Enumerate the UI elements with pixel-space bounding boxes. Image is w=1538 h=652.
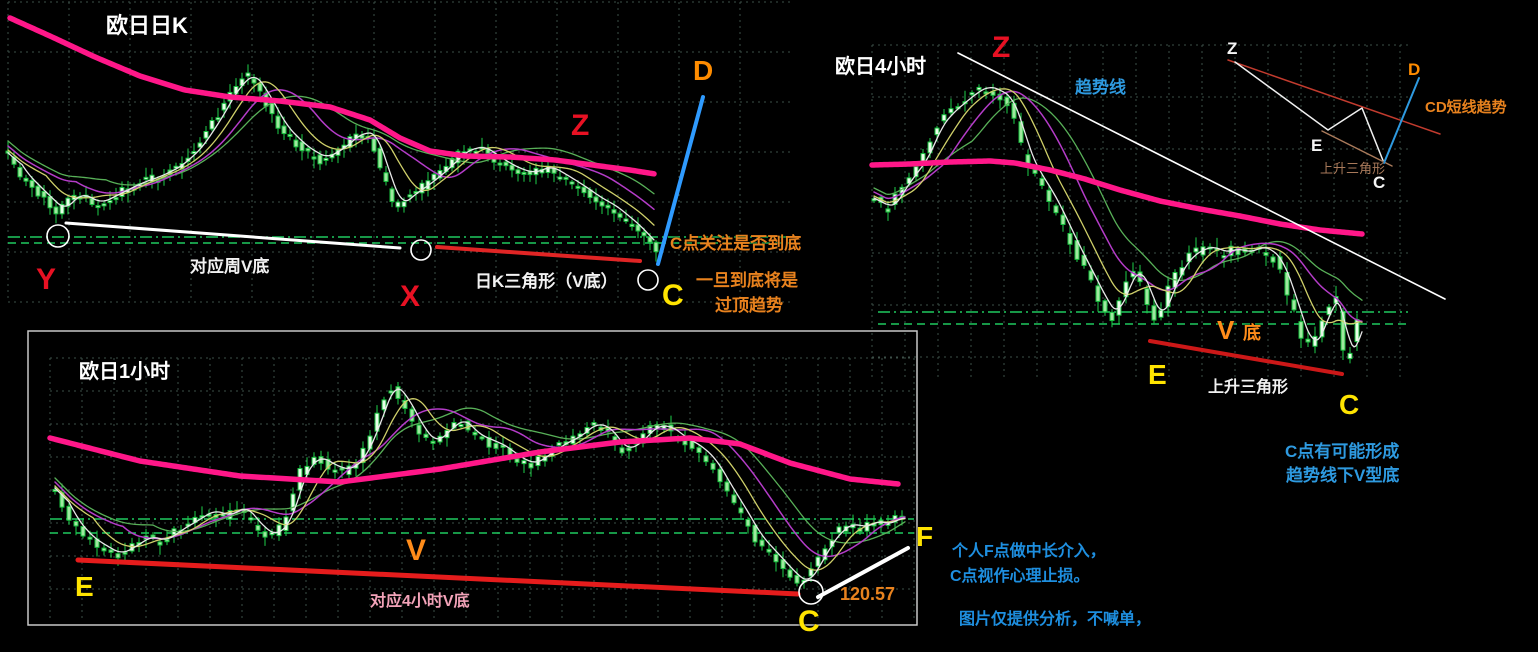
- label-h1-note-4h-v: 对应4小时V底: [370, 593, 470, 610]
- label-daily-note-once-bottom: 一旦到底将是: [696, 271, 798, 290]
- label-h1-point-e: E: [75, 571, 94, 602]
- panel-h1: [27, 330, 918, 626]
- h1-border: [27, 330, 918, 626]
- label-h4-note-v-under-trend: 趋势线下V型底: [1286, 466, 1400, 485]
- label-note-f-entry: 个人F点做中长介入，: [952, 543, 1106, 560]
- label-daily-title: 欧日日K: [106, 13, 188, 38]
- label-h4-point-e: E: [1148, 359, 1167, 390]
- label-daily-note-weekly-v: 对应周V底: [190, 257, 270, 276]
- label-note-c-stop: C点视作心理止损。: [950, 568, 1090, 585]
- label-daily-point-x: X: [400, 280, 421, 313]
- label-inset-point-c: C: [1373, 173, 1386, 192]
- label-daily-point-z: Z: [571, 109, 590, 142]
- label-daily-point-c: C: [662, 279, 684, 312]
- label-h1-point-c: C: [798, 605, 820, 638]
- label-note-disclaimer: 图片仅提供分析，不喊单，: [959, 611, 1152, 628]
- label-daily-point-d: D: [693, 55, 714, 86]
- label-h4-note-trendline: 趋势线: [1075, 78, 1126, 97]
- label-h1-note-v: V: [406, 534, 427, 567]
- h1-grid: [49, 357, 915, 620]
- label-h4-note-v: V: [1217, 315, 1235, 345]
- panel-h4: [869, 44, 1446, 378]
- h1-candles: [52, 381, 905, 589]
- label-inset-point-z: Z: [1227, 39, 1238, 58]
- label-h4-note-triangle: 上升三角形: [1208, 379, 1289, 396]
- label-h4-point-z: Z: [992, 31, 1011, 64]
- label-inset-note-triangle: 上升三角形: [1320, 161, 1386, 176]
- label-daily-note-triangle: 日K三角形（V底）: [475, 272, 618, 291]
- daily-grid: [7, 1, 792, 303]
- label-h4-note-c-maybe: C点有可能形成: [1285, 442, 1400, 461]
- label-daily-note-c-watch: C点关注是否到底: [670, 234, 802, 253]
- panel-daily: [5, 1, 792, 303]
- label-inset-note-cd-trend: CD短线趋势: [1425, 99, 1507, 116]
- label-h1-point-f: F: [916, 521, 934, 552]
- label-inset-point-e: E: [1311, 136, 1323, 155]
- inset-diagram: [1227, 59, 1441, 167]
- label-inset-point-d: D: [1408, 60, 1421, 79]
- label-daily-note-top-trend: 过顶趋势: [715, 296, 783, 315]
- label-h4-title: 欧日4小时: [835, 56, 927, 78]
- label-h1-price-label: 120.57: [840, 584, 896, 604]
- label-h1-title: 欧日1小时: [79, 361, 171, 383]
- label-h4-point-c: C: [1339, 389, 1360, 420]
- label-h4-note-v-di: 底: [1243, 323, 1261, 343]
- label-daily-point-y: Y: [36, 263, 57, 296]
- h4-candles: [871, 83, 1360, 364]
